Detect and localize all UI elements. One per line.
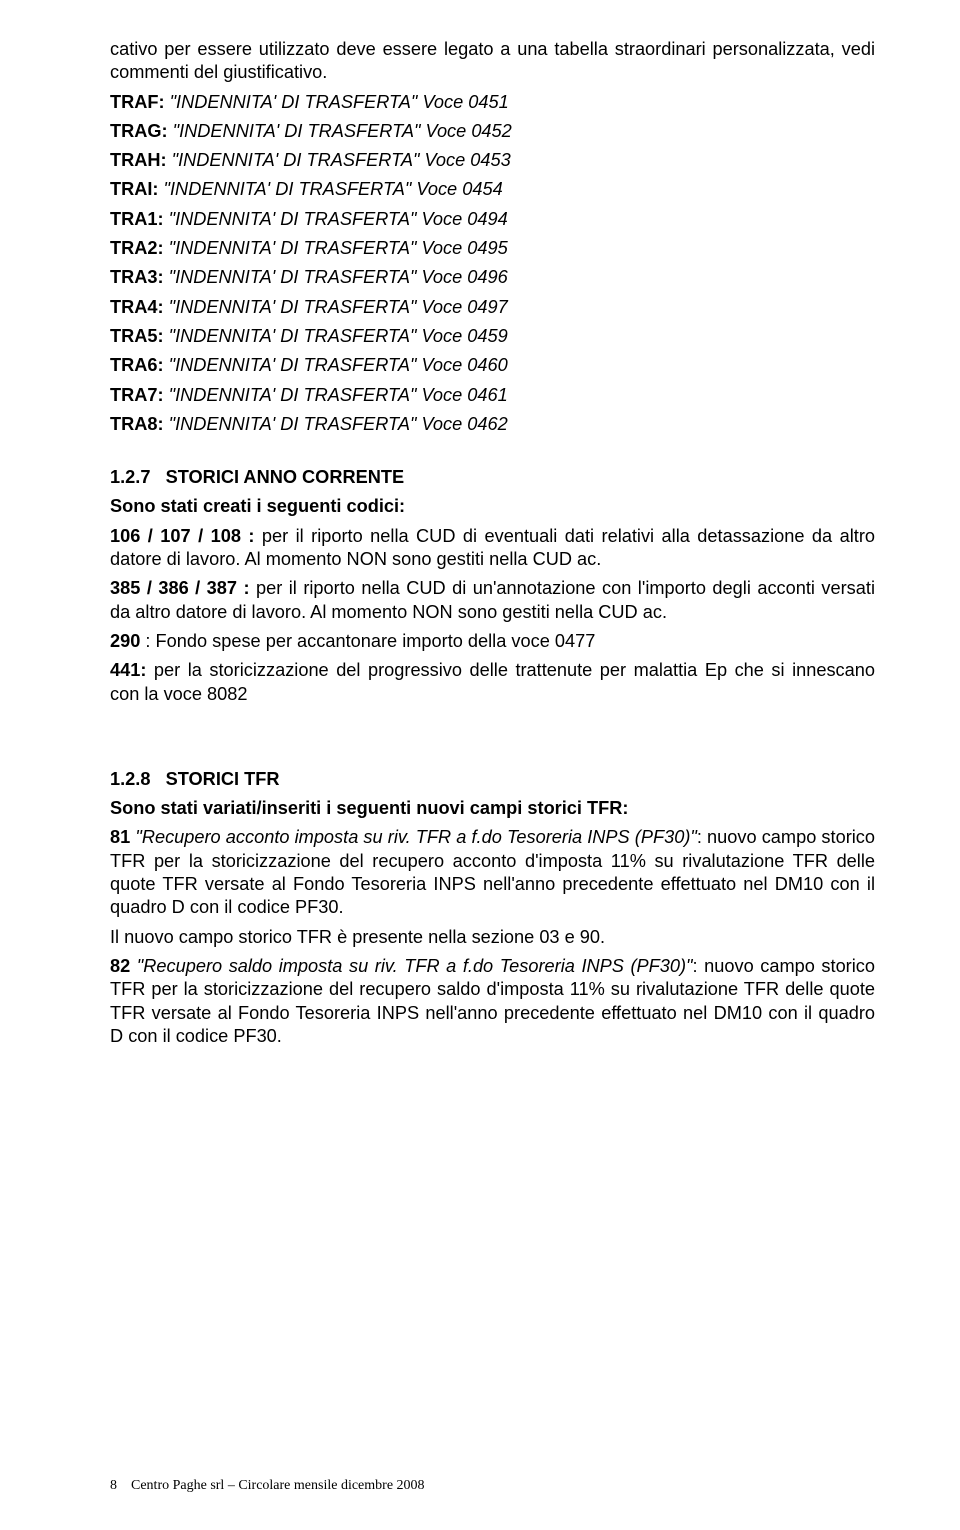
page-footer: 8 Centro Paghe srl – Circolare mensile d…: [110, 1478, 425, 1494]
code-item: 290 : Fondo spese per accantonare import…: [110, 630, 875, 653]
tra-code: TRAH:: [110, 150, 167, 170]
tra-text: "INDENNITA' DI TRASFERTA" Voce 0496: [164, 267, 508, 287]
tra-text: "INDENNITA' DI TRASFERTA" Voce 0452: [168, 121, 512, 141]
heading-number: 1.2.8: [110, 769, 150, 789]
code-desc: : Fondo spese per accantonare importo de…: [145, 631, 595, 651]
page-number: 8: [110, 1478, 117, 1493]
tra-code: TRA7:: [110, 385, 164, 405]
tra-text: "INDENNITA' DI TRASFERTA" Voce 0497: [164, 297, 508, 317]
tra-text: "INDENNITA' DI TRASFERTA" Voce 0459: [164, 326, 508, 346]
heading-title: STORICI TFR: [166, 769, 280, 789]
tra-line: TRA7: "INDENNITA' DI TRASFERTA" Voce 046…: [110, 384, 875, 407]
tra-text: "INDENNITA' DI TRASFERTA" Voce 0454: [159, 179, 503, 199]
code-item: 441: per la storicizzazione del progress…: [110, 659, 875, 706]
tfr-item: 81 "Recupero acconto imposta su riv. TFR…: [110, 826, 875, 919]
tra-line: TRA6: "INDENNITA' DI TRASFERTA" Voce 046…: [110, 354, 875, 377]
tra-line: TRAF: "INDENNITA' DI TRASFERTA" Voce 045…: [110, 91, 875, 114]
section-lead: Sono stati variati/inseriti i seguenti n…: [110, 797, 875, 820]
tra-line: TRA3: "INDENNITA' DI TRASFERTA" Voce 049…: [110, 266, 875, 289]
tra-text: "INDENNITA' DI TRASFERTA" Voce 0495: [164, 238, 508, 258]
tra-code: TRAI:: [110, 179, 159, 199]
tfr-item: 82 "Recupero saldo imposta su riv. TFR a…: [110, 955, 875, 1048]
intro-paragraph: cativo per essere utilizzato deve essere…: [110, 38, 875, 85]
tra-line: TRAH: "INDENNITA' DI TRASFERTA" Voce 045…: [110, 149, 875, 172]
tra-line: TRA5: "INDENNITA' DI TRASFERTA" Voce 045…: [110, 325, 875, 348]
section-heading: 1.2.7 STORICI ANNO CORRENTE: [110, 466, 875, 489]
tra-line: TRA4: "INDENNITA' DI TRASFERTA" Voce 049…: [110, 296, 875, 319]
tra-code: TRA5:: [110, 326, 164, 346]
document-page: cativo per essere utilizzato deve essere…: [0, 0, 960, 1530]
tra-code: TRA1:: [110, 209, 164, 229]
section-lead: Sono stati creati i seguenti codici:: [110, 495, 875, 518]
footer-text: Centro Paghe srl – Circolare mensile dic…: [131, 1478, 425, 1493]
code-label: 441:: [110, 660, 146, 680]
heading-number: 1.2.7: [110, 467, 150, 487]
tra-text: "INDENNITA' DI TRASFERTA" Voce 0451: [165, 92, 509, 112]
tra-code: TRA4:: [110, 297, 164, 317]
tra-code: TRA3:: [110, 267, 164, 287]
heading-title: STORICI ANNO CORRENTE: [166, 467, 404, 487]
code-item: 385 / 386 / 387 : per il riporto nella C…: [110, 577, 875, 624]
tra-code: TRA6:: [110, 355, 164, 375]
code-item: 106 / 107 / 108 : per il riporto nella C…: [110, 525, 875, 572]
tra-line: TRA1: "INDENNITA' DI TRASFERTA" Voce 049…: [110, 208, 875, 231]
tra-text: "INDENNITA' DI TRASFERTA" Voce 0461: [164, 385, 508, 405]
tra-codes-block: TRAF: "INDENNITA' DI TRASFERTA" Voce 045…: [110, 91, 875, 437]
tra-text: "INDENNITA' DI TRASFERTA" Voce 0462: [164, 414, 508, 434]
section-heading: 1.2.8 STORICI TFR: [110, 768, 875, 791]
code-label: 290: [110, 631, 145, 651]
tra-line: TRAG: "INDENNITA' DI TRASFERTA" Voce 045…: [110, 120, 875, 143]
tra-code: TRAG:: [110, 121, 168, 141]
tfr-code: 81: [110, 827, 130, 847]
code-desc: per la storicizzazione del progressivo d…: [110, 660, 875, 703]
code-label: 385 / 386 / 387 :: [110, 578, 256, 598]
tfr-note: Il nuovo campo storico TFR è presente ne…: [110, 926, 875, 949]
tfr-code: 82: [110, 956, 130, 976]
section-1-2-8: 1.2.8 STORICI TFR Sono stati variati/ins…: [110, 768, 875, 1048]
code-label: 106 / 107 / 108 :: [110, 526, 262, 546]
tfr-quote: "Recupero saldo imposta su riv. TFR a f.…: [130, 956, 692, 976]
tra-text: "INDENNITA' DI TRASFERTA" Voce 0460: [164, 355, 508, 375]
tra-line: TRA2: "INDENNITA' DI TRASFERTA" Voce 049…: [110, 237, 875, 260]
tfr-quote: "Recupero acconto imposta su riv. TFR a …: [130, 827, 697, 847]
tra-code: TRAF:: [110, 92, 165, 112]
tra-code: TRA8:: [110, 414, 164, 434]
tra-code: TRA2:: [110, 238, 164, 258]
tra-text: "INDENNITA' DI TRASFERTA" Voce 0453: [167, 150, 511, 170]
tra-line: TRAI: "INDENNITA' DI TRASFERTA" Voce 045…: [110, 178, 875, 201]
tra-line: TRA8: "INDENNITA' DI TRASFERTA" Voce 046…: [110, 413, 875, 436]
tra-text: "INDENNITA' DI TRASFERTA" Voce 0494: [164, 209, 508, 229]
section-1-2-7: 1.2.7 STORICI ANNO CORRENTE Sono stati c…: [110, 466, 875, 706]
